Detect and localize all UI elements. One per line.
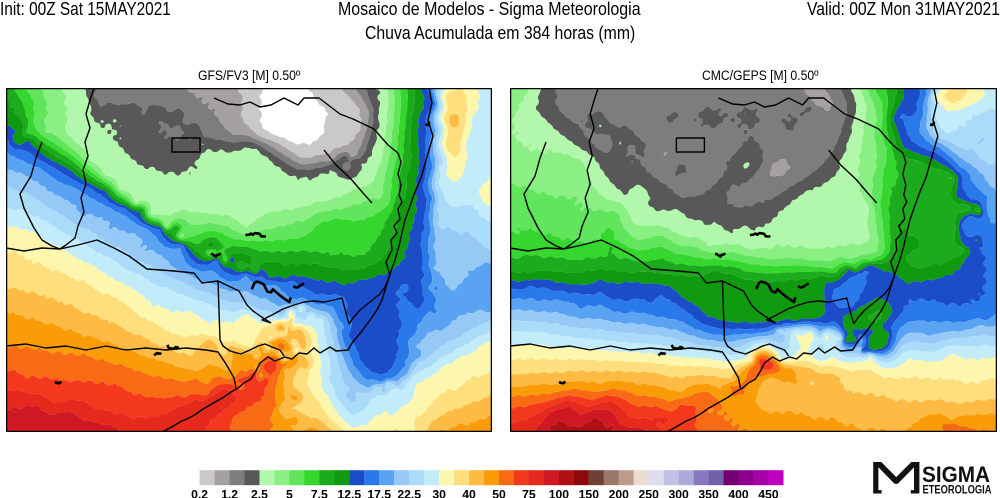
svg-text:1.2: 1.2: [221, 488, 238, 498]
svg-text:350: 350: [698, 488, 719, 498]
svg-text:450: 450: [758, 488, 779, 498]
svg-text:22.5: 22.5: [397, 488, 421, 498]
svg-text:0.2: 0.2: [191, 488, 208, 498]
svg-text:40: 40: [462, 488, 476, 498]
svg-text:SIGMA: SIGMA: [922, 462, 990, 487]
svg-text:300: 300: [668, 488, 689, 498]
svg-text:30: 30: [432, 488, 446, 498]
svg-text:7.5: 7.5: [311, 488, 328, 498]
svg-text:12.5: 12.5: [337, 488, 361, 498]
svg-text:200: 200: [609, 488, 630, 498]
svg-text:400: 400: [728, 488, 749, 498]
svg-text:150: 150: [579, 488, 600, 498]
svg-text:17.5: 17.5: [367, 488, 391, 498]
svg-text:75: 75: [522, 488, 536, 498]
svg-text:2.5: 2.5: [251, 488, 268, 498]
svg-text:5: 5: [286, 488, 293, 498]
svg-text:50: 50: [492, 488, 506, 498]
svg-text:ETEOROLOGIA: ETEOROLOGIA: [923, 483, 992, 497]
svg-text:100: 100: [549, 488, 570, 498]
svg-text:250: 250: [639, 488, 660, 498]
